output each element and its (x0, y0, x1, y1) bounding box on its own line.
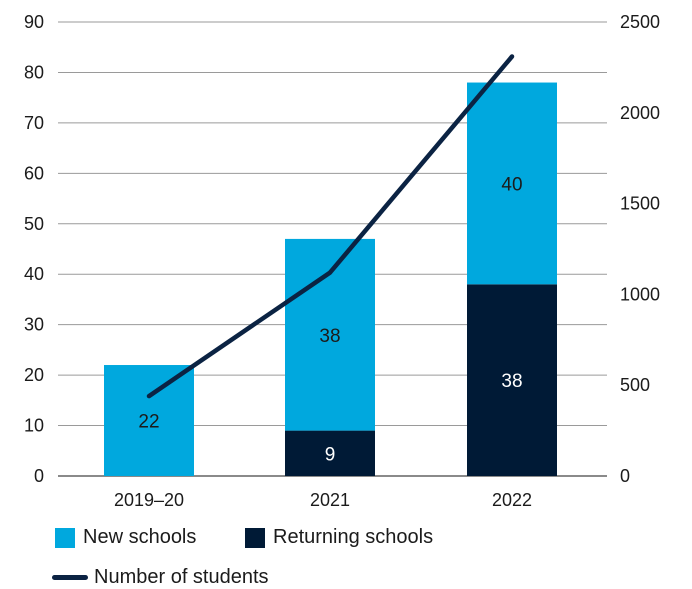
y-tick-label-left: 30 (24, 315, 44, 335)
right-y-axis: 0 500 1000 1500 2000 2500 (620, 12, 660, 486)
data-label: 38 (319, 326, 340, 347)
data-label: 40 (501, 174, 522, 195)
legend-label-new-schools: New schools (83, 526, 197, 548)
legend: New schools Returning schools Number of … (52, 526, 675, 589)
x-tick-label: 2021 (310, 490, 350, 510)
y-tick-label-left: 20 (24, 365, 44, 385)
y-tick-label-left: 70 (24, 113, 44, 133)
x-axis: 2019–20 2021 2022 (114, 490, 532, 510)
y-tick-label-left: 0 (34, 466, 44, 486)
y-tick-label-right: 1000 (620, 284, 660, 304)
legend-item-returning-schools: Returning schools (245, 526, 433, 549)
left-y-axis: 0 10 20 30 40 50 60 70 80 90 (24, 12, 44, 486)
data-label: 38 (501, 371, 522, 392)
bars (104, 82, 557, 476)
y-tick-label-right: 0 (620, 466, 630, 486)
bar-returning-schools (285, 430, 375, 476)
data-label: 22 (138, 412, 159, 433)
legend-label-students: Number of students (94, 566, 269, 588)
y-tick-label-right: 500 (620, 375, 650, 395)
legend-swatch-students (52, 575, 88, 580)
bar-new-schools (467, 82, 557, 285)
y-tick-label-left: 10 (24, 416, 44, 436)
x-tick-label: 2019–20 (114, 490, 184, 510)
y-tick-label-left: 50 (24, 214, 44, 234)
y-tick-label-left: 60 (24, 163, 44, 183)
line-number-of-students (146, 54, 515, 399)
x-tick-label: 2022 (492, 490, 532, 510)
y-tick-label-right: 2500 (620, 12, 660, 32)
data-labels: 22 9 38 38 40 (138, 174, 522, 465)
y-tick-label-left: 90 (24, 12, 44, 32)
legend-item-students: Number of students (52, 566, 269, 589)
students-line (146, 54, 515, 399)
legend-item-new-schools: New schools (55, 526, 196, 549)
y-tick-label-right: 2000 (620, 103, 660, 123)
legend-swatch-returning-schools (245, 527, 265, 548)
legend-swatch-new-schools (55, 527, 75, 548)
bar-new-schools (104, 365, 194, 476)
y-tick-label-right: 1500 (620, 194, 660, 214)
y-tick-label-left: 40 (24, 264, 44, 284)
bar-returning-schools (467, 284, 557, 476)
data-label: 9 (325, 444, 336, 465)
y-tick-label-left: 80 (24, 62, 44, 82)
legend-label-returning-schools: Returning schools (273, 526, 434, 548)
